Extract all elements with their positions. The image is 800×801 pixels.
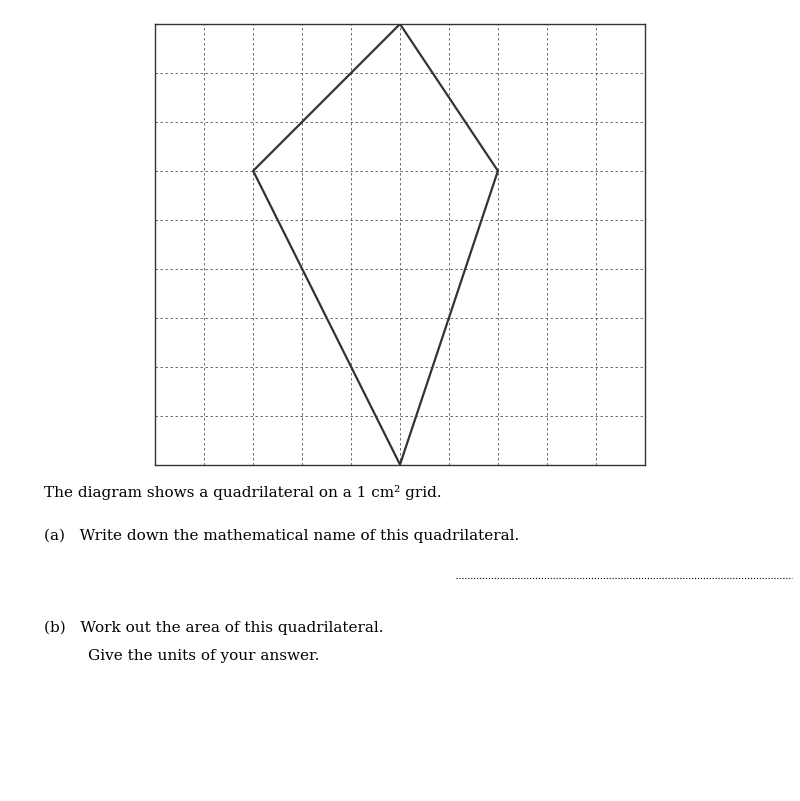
Text: (a)   Write down the mathematical name of this quadrilateral.: (a) Write down the mathematical name of … xyxy=(44,529,519,543)
Text: The diagram shows a quadrilateral on a 1 cm² grid.: The diagram shows a quadrilateral on a 1… xyxy=(44,485,442,500)
Text: (b)   Work out the area of this quadrilateral.: (b) Work out the area of this quadrilate… xyxy=(44,621,383,635)
Text: Give the units of your answer.: Give the units of your answer. xyxy=(88,649,319,662)
